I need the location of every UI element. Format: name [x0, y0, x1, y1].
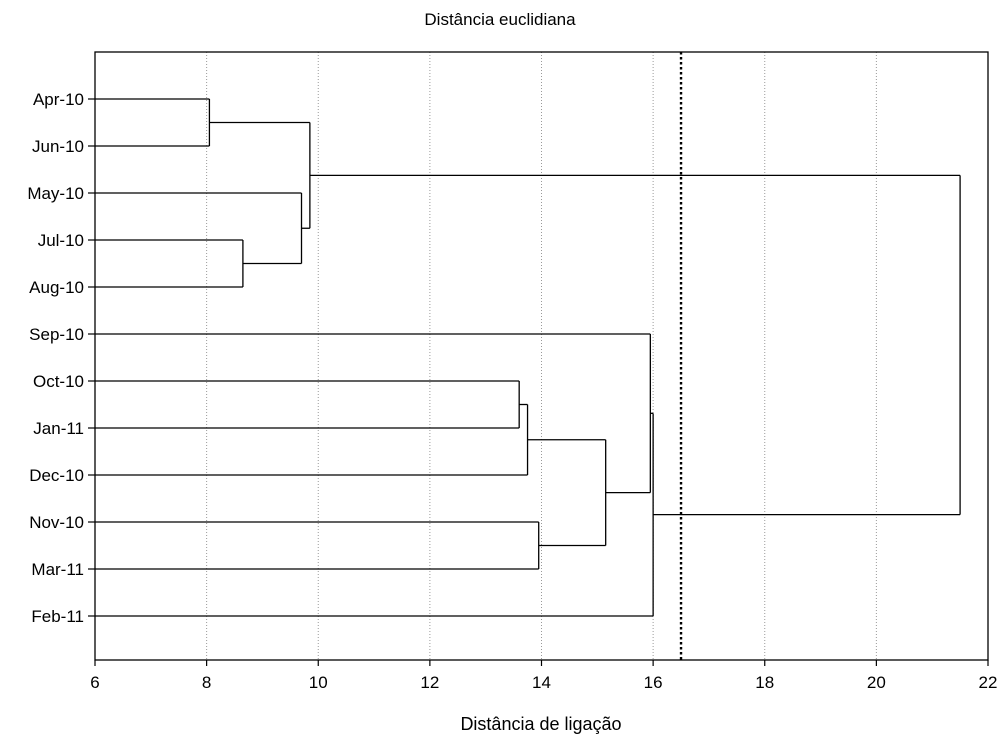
x-axis-label: Distância de ligação [460, 714, 621, 734]
leaf-label: Nov-10 [29, 513, 84, 532]
x-tick-label: 18 [755, 673, 774, 692]
leaf-label: Jan-11 [33, 419, 84, 438]
x-tick-label: 20 [867, 673, 886, 692]
chart-title: Distância euclidiana [424, 10, 576, 29]
leaf-label: Jul-10 [38, 231, 84, 250]
x-tick-label: 22 [979, 673, 998, 692]
leaf-label: Mar-11 [31, 560, 84, 579]
leaf-label: Sep-10 [29, 325, 84, 344]
leaf-label: May-10 [27, 184, 84, 203]
leaf-label: Jun-10 [32, 137, 84, 156]
leaf-label: Feb-11 [31, 607, 84, 626]
leaf-label: Aug-10 [29, 278, 84, 297]
leaf-label: Dec-10 [29, 466, 84, 485]
x-tick-label: 6 [90, 673, 99, 692]
x-tick-label: 12 [420, 673, 439, 692]
x-tick-label: 16 [644, 673, 663, 692]
y-axis-leaf-labels: Apr-10 Jun-10 May-10 Jul-10 Aug-10 Sep-10 Oct-… [27, 90, 95, 626]
grid-lines [206, 52, 877, 660]
leaf-label: Apr-10 [33, 90, 84, 109]
x-tick-label: 10 [309, 673, 328, 692]
dendrogram-branches [95, 98, 961, 617]
x-tick-label: 14 [532, 673, 551, 692]
x-axis-ticks: 6 8 10 12 14 16 18 20 22 [90, 660, 997, 692]
x-tick-label: 8 [202, 673, 211, 692]
leaf-label: Oct-10 [33, 372, 84, 391]
